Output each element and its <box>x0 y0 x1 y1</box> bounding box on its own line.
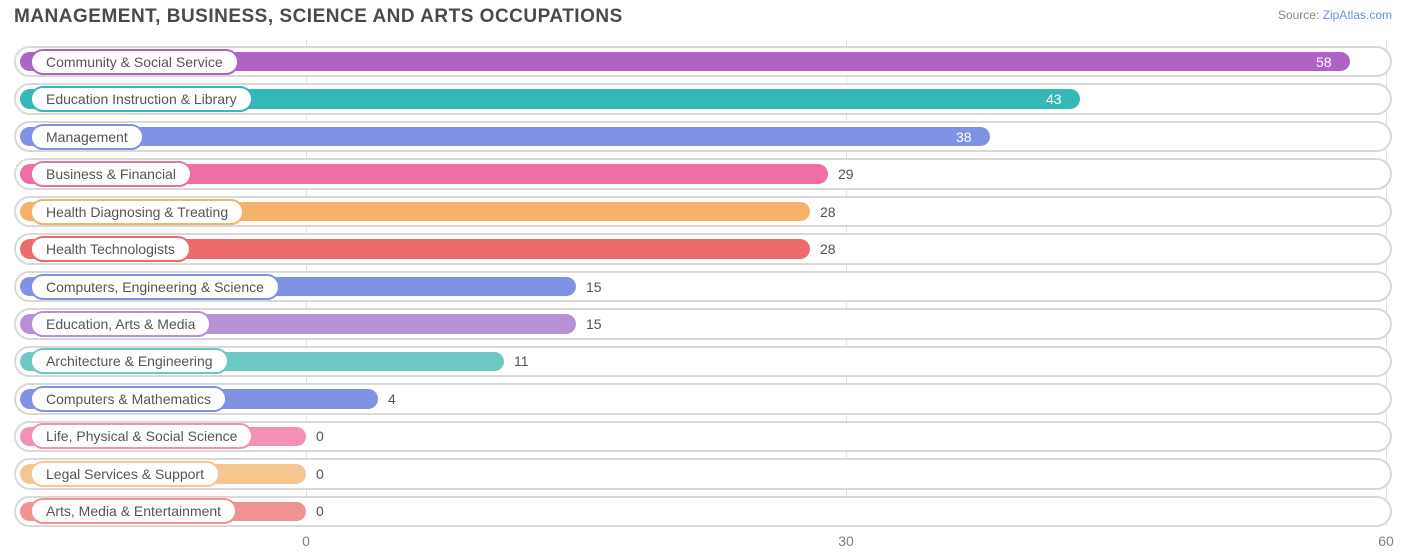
value-label: 11 <box>514 353 529 369</box>
value-label: 15 <box>586 316 602 332</box>
bar-row: Management 38 <box>14 121 1392 152</box>
category-pill: Computers & Mathematics <box>30 386 227 412</box>
value-label: 15 <box>586 279 602 295</box>
category-pill: Community & Social Service <box>30 49 239 75</box>
value-label: 43 <box>1046 91 1062 107</box>
source-label: Source: <box>1278 8 1319 22</box>
category-pill: Health Technologists <box>30 236 191 262</box>
category-pill: Health Diagnosing & Treating <box>30 199 244 225</box>
x-tick-label: 60 <box>1378 533 1394 549</box>
bar-row: Health Technologists 28 <box>14 233 1392 264</box>
category-pill: Arts, Media & Entertainment <box>30 498 237 524</box>
bar-rows: Community & Social Service 58 Education In… <box>14 46 1392 527</box>
category-pill: Legal Services & Support <box>30 461 220 487</box>
category-pill: Architecture & Engineering <box>30 348 229 374</box>
x-tick-label: 30 <box>838 533 854 549</box>
bar-row: Life, Physical & Social Science 0 <box>14 421 1392 452</box>
value-label: 28 <box>820 241 836 257</box>
source-link[interactable]: ZipAtlas.com <box>1323 8 1392 22</box>
chart-area: 0 30 60 Community & Social Service 58 Educat… <box>14 40 1392 553</box>
value-label: 0 <box>316 428 324 444</box>
bar-row: Computers & Mathematics 4 <box>14 383 1392 414</box>
category-pill: Management <box>30 124 144 150</box>
bar-row: Community & Social Service 58 <box>14 46 1392 77</box>
bar-row: Computers, Engineering & Science 15 <box>14 271 1392 302</box>
bar-row: Business & Financial 29 <box>14 158 1392 189</box>
bar-row: Arts, Media & Entertainment 0 <box>14 496 1392 527</box>
x-tick-label: 0 <box>302 533 310 549</box>
bar-row: Education, Arts & Media 15 <box>14 308 1392 339</box>
bar-row: Architecture & Engineering 11 <box>14 346 1392 377</box>
value-label: 0 <box>316 503 324 519</box>
bar-row: Legal Services & Support 0 <box>14 458 1392 489</box>
value-label: 28 <box>820 204 836 220</box>
value-label: 29 <box>838 166 854 182</box>
value-label: 58 <box>1316 54 1332 70</box>
category-pill: Education, Arts & Media <box>30 311 211 337</box>
value-label: 38 <box>956 129 972 145</box>
bar-row: Education Instruction & Library 43 <box>14 83 1392 114</box>
chart-title: MANAGEMENT, BUSINESS, SCIENCE AND ARTS O… <box>14 6 623 28</box>
value-label: 0 <box>316 466 324 482</box>
bar-row: Health Diagnosing & Treating 28 <box>14 196 1392 227</box>
value-label: 4 <box>388 391 396 407</box>
category-pill: Computers, Engineering & Science <box>30 274 280 300</box>
source-attribution: Source: ZipAtlas.com <box>1278 8 1392 22</box>
category-pill: Life, Physical & Social Science <box>30 423 253 449</box>
category-pill: Business & Financial <box>30 161 192 187</box>
category-pill: Education Instruction & Library <box>30 86 253 112</box>
bar <box>20 127 990 146</box>
